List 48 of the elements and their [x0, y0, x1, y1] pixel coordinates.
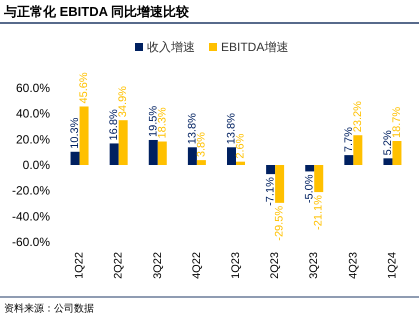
x-tick-label: 1Q22 — [74, 252, 86, 279]
bar — [110, 143, 119, 165]
x-tick-label: 2Q23 — [269, 252, 282, 279]
bar — [80, 106, 89, 165]
bar — [158, 142, 167, 165]
bar — [236, 162, 245, 165]
bar — [383, 158, 392, 165]
text: 资料来源：公司数据 — [4, 302, 94, 314]
x-tick-label: 4Q22 — [190, 252, 203, 279]
y-tick-label: 40.0% — [16, 106, 50, 121]
y-tick-label: -20.0% — [12, 184, 50, 198]
data-label: -21.1% — [312, 194, 325, 230]
bar — [148, 140, 158, 165]
data-label: 45.6% — [78, 72, 90, 104]
bar — [266, 165, 276, 174]
y-tick-label: 20.0% — [16, 132, 50, 146]
bar — [275, 165, 284, 203]
chart-title: 与正常化 EBITDA 同比增速比较 — [3, 4, 190, 19]
data-label: 2.6% — [234, 133, 246, 159]
x-tick-label: 4Q23 — [347, 252, 360, 279]
x-tick-label: 3Q23 — [308, 252, 320, 279]
x-tick-label: 3Q22 — [152, 252, 164, 279]
bar — [70, 152, 80, 165]
bar — [314, 165, 324, 192]
bar — [196, 160, 206, 165]
data-label: -29.5% — [274, 206, 286, 241]
bar — [188, 147, 197, 165]
bar — [392, 141, 402, 165]
x-tick-label: 1Q24 — [386, 252, 398, 279]
legend-label: EBITDA增速 — [221, 40, 288, 54]
legend-label: 收入增速 — [147, 40, 195, 54]
data-label: 10.3% — [69, 117, 82, 149]
y-tick-label: 60.0% — [16, 81, 50, 95]
data-label: 3.8% — [195, 132, 208, 158]
bar — [353, 135, 362, 165]
data-label: -7.1% — [264, 176, 277, 206]
bar — [344, 155, 354, 165]
bar — [305, 165, 314, 172]
bar — [118, 120, 128, 165]
data-label: 34.9% — [117, 86, 130, 118]
x-tick-label: 1Q23 — [230, 252, 242, 279]
data-label: 23.2% — [352, 100, 364, 132]
data-label: 18.3% — [156, 107, 168, 139]
y-tick-label: -40.0% — [12, 209, 50, 224]
x-tick-label: 2Q22 — [112, 252, 125, 279]
bar — [227, 147, 236, 165]
y-tick-label: -60.0% — [12, 235, 50, 249]
y-tick-label: 0.0% — [22, 158, 50, 172]
